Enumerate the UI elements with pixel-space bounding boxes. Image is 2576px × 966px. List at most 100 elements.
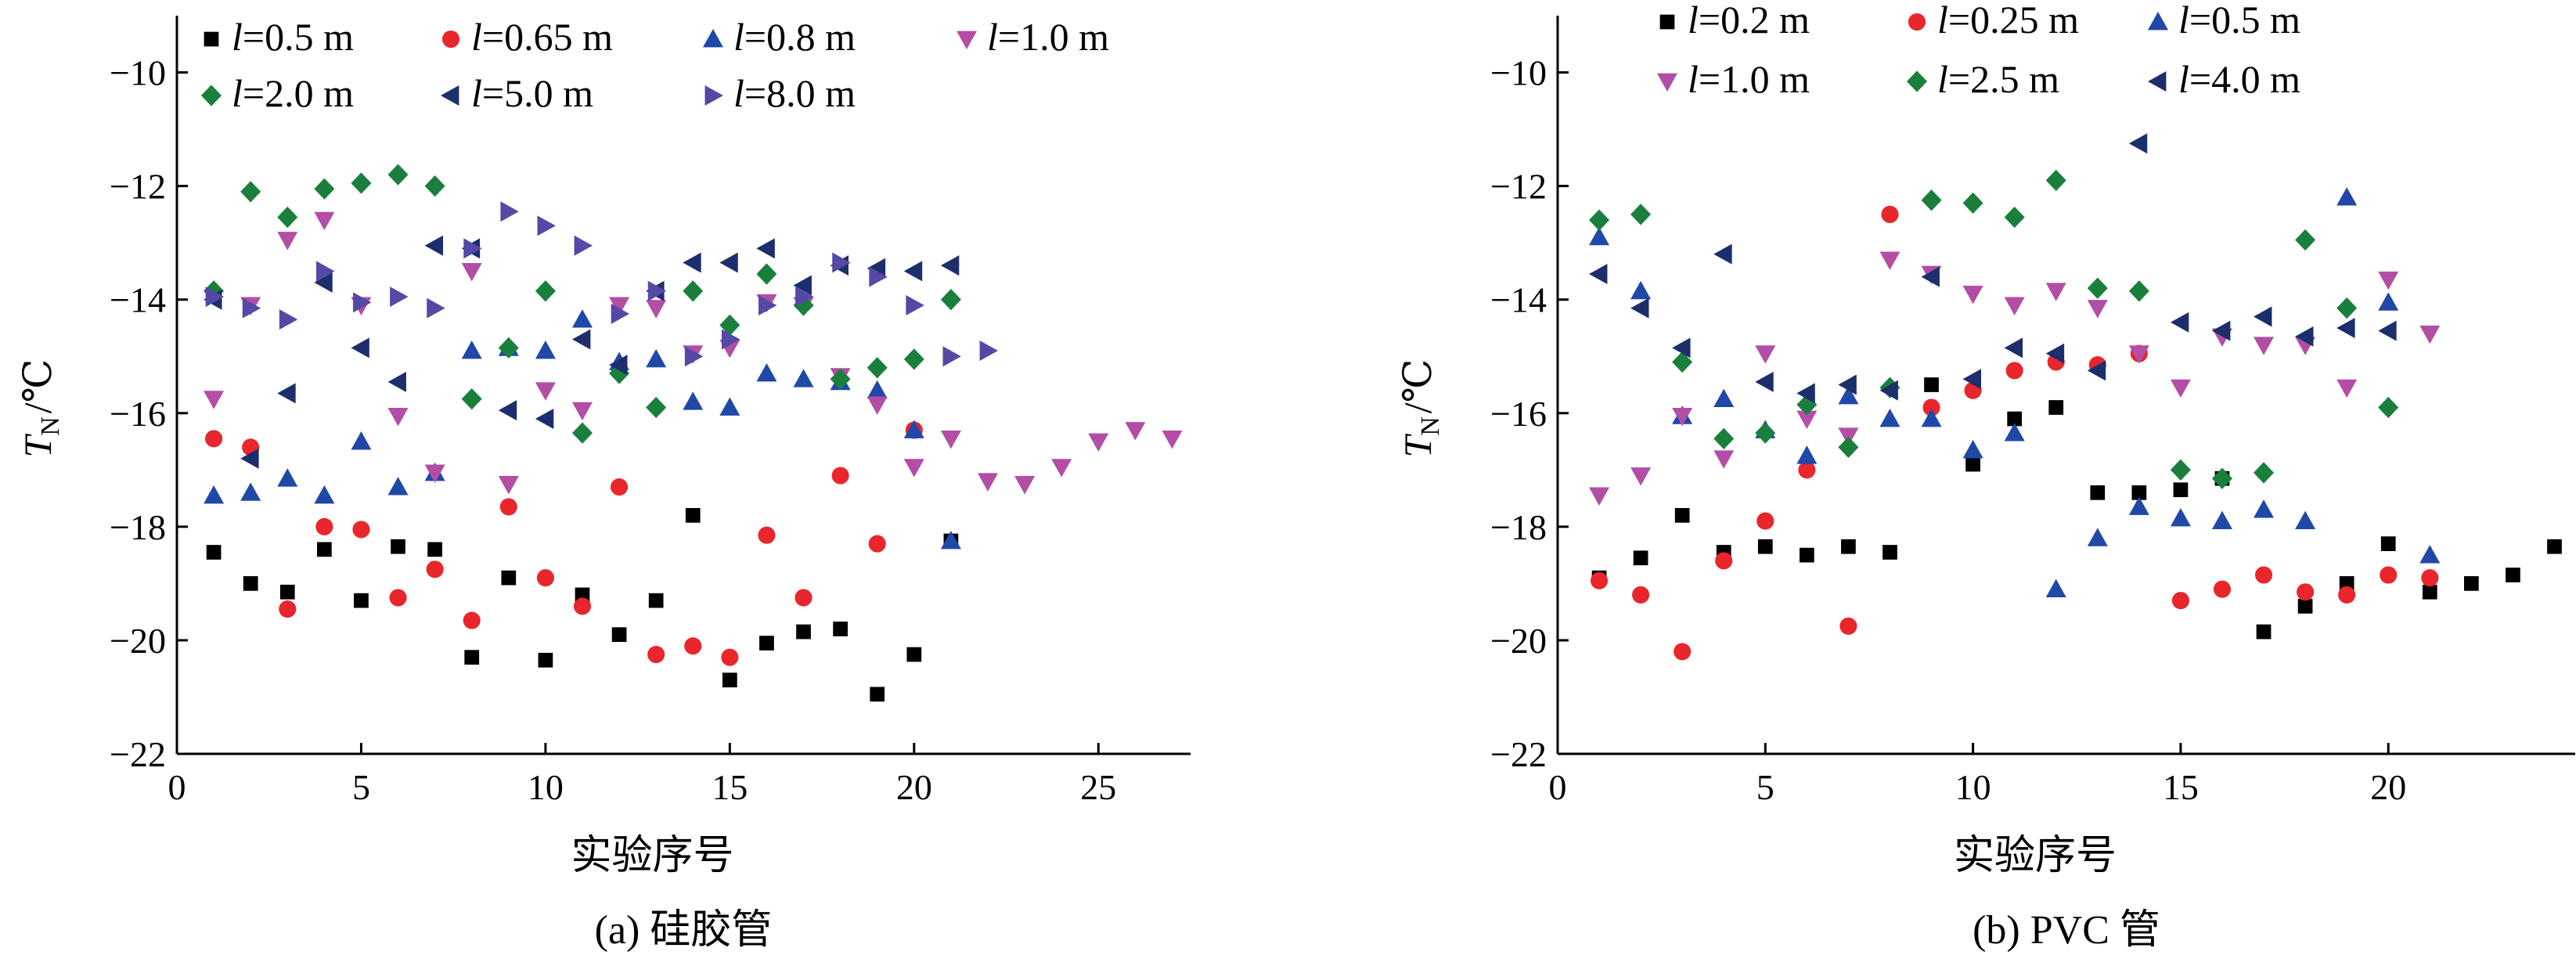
data-point <box>279 600 297 618</box>
data-point <box>537 215 556 236</box>
data-point <box>2087 360 2106 381</box>
data-point <box>463 238 482 259</box>
data-point <box>240 482 261 501</box>
data-point <box>1924 377 1939 392</box>
data-point <box>611 627 627 643</box>
data-point <box>2045 169 2066 192</box>
data-point <box>352 521 370 539</box>
data-point <box>2045 283 2066 301</box>
data-point <box>351 337 369 359</box>
data-point <box>683 252 701 273</box>
legend-marker <box>2148 12 2168 31</box>
data-point <box>1962 192 1983 214</box>
y-axis-label: TN/℃ <box>1396 359 1445 457</box>
y-tick-label: −14 <box>110 280 166 320</box>
legend-label: l=0.5 m <box>232 15 354 59</box>
data-point <box>572 422 593 444</box>
data-point <box>387 164 409 186</box>
x-tick-label: 25 <box>1080 767 1116 807</box>
data-point <box>387 477 409 496</box>
data-point <box>315 261 335 282</box>
data-point <box>2087 277 2108 299</box>
data-point <box>1800 547 1814 563</box>
data-point <box>2422 584 2437 600</box>
x-tick-label: 15 <box>712 767 748 807</box>
data-point <box>1962 286 1983 305</box>
x-tick-label: 5 <box>1756 767 1774 807</box>
data-point <box>1672 337 1691 359</box>
data-point <box>317 542 332 557</box>
data-point <box>2254 306 2272 327</box>
data-point <box>1630 297 1649 319</box>
data-point <box>2336 379 2358 398</box>
data-point <box>2254 462 2275 484</box>
legend-label: l=0.5 m <box>2178 0 2300 41</box>
data-point <box>2048 400 2064 415</box>
y-tick-label: −22 <box>110 734 166 774</box>
data-point <box>795 287 814 308</box>
series-4-0-m <box>1589 133 2397 404</box>
legend-marker <box>1908 13 1926 31</box>
data-point <box>2380 566 2398 584</box>
data-point <box>2173 482 2189 498</box>
data-point <box>2128 280 2149 302</box>
data-point <box>1630 280 1652 300</box>
data-point <box>500 201 519 222</box>
y-tick-label: −12 <box>1490 167 1547 207</box>
data-point <box>2297 599 2313 614</box>
data-point <box>390 287 409 308</box>
data-point <box>2128 496 2149 515</box>
data-point <box>279 584 295 600</box>
x-axis-label: 实验序号 <box>1954 834 2117 878</box>
data-point <box>1881 205 1899 223</box>
y-tick-label: −10 <box>110 53 166 93</box>
data-point <box>499 498 517 516</box>
data-point <box>1755 345 1776 364</box>
legend-label: l=2.0 m <box>232 71 354 115</box>
legend: l=0.2 m l=0.25 m l=0.5 m l=1.0 m l=2.5 m l=4.… <box>1657 0 2300 101</box>
data-point <box>1591 571 1609 589</box>
y-tick-label: −14 <box>1490 280 1547 320</box>
data-point <box>2295 510 2316 529</box>
data-point <box>205 287 225 308</box>
legend-label: l=4.0 m <box>2178 57 2300 101</box>
data-point <box>1798 461 1816 479</box>
y-tick-label: −16 <box>110 394 166 434</box>
data-point <box>611 303 630 324</box>
data-point <box>205 430 223 448</box>
series-0-2-m <box>1591 377 2562 640</box>
legend: l=0.5 m l=0.65 m l=0.8 m l=1.0 m l=2.0 m l=5.… <box>201 15 1109 115</box>
data-point <box>2131 485 2147 500</box>
data-point <box>2090 485 2106 500</box>
data-point <box>1014 476 1036 495</box>
data-point <box>354 593 369 608</box>
panel-caption: (a) 硅胶管 <box>595 908 773 953</box>
data-point <box>647 280 667 301</box>
data-point <box>940 255 960 276</box>
data-point <box>1633 550 1648 566</box>
data-point <box>2213 580 2232 598</box>
data-point <box>1962 369 1982 390</box>
data-point <box>427 297 445 319</box>
data-point <box>2338 586 2356 604</box>
data-point <box>1632 586 1650 604</box>
legend-marker <box>1659 14 1675 30</box>
data-point <box>353 292 372 313</box>
legend-marker <box>703 29 723 48</box>
x-axis-label: 实验序号 <box>571 834 733 878</box>
data-point <box>1756 512 1774 530</box>
data-point <box>351 431 372 450</box>
x-tick-label: 10 <box>528 767 564 807</box>
x-tick-label: 0 <box>168 767 186 807</box>
data-point <box>684 637 702 655</box>
data-point <box>1713 388 1735 408</box>
data-point <box>1921 189 1942 211</box>
data-point <box>721 329 740 350</box>
data-point <box>424 464 445 483</box>
y-tick-label: −18 <box>110 507 166 547</box>
data-point <box>242 297 261 319</box>
data-point <box>1879 409 1900 427</box>
legend-marker <box>441 30 460 49</box>
data-point <box>609 355 628 376</box>
x-tick-label: 15 <box>2163 767 2199 807</box>
